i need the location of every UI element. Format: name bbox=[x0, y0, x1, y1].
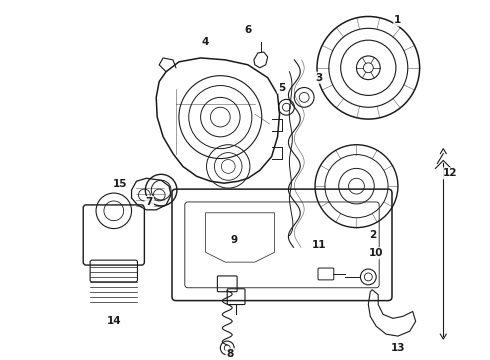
Text: 3: 3 bbox=[316, 73, 322, 83]
Text: 15: 15 bbox=[113, 179, 127, 189]
Text: 8: 8 bbox=[226, 349, 234, 359]
Text: 4: 4 bbox=[202, 37, 209, 47]
Text: 7: 7 bbox=[146, 197, 153, 207]
Text: 6: 6 bbox=[245, 25, 251, 35]
Text: 12: 12 bbox=[443, 168, 458, 178]
Text: 13: 13 bbox=[391, 343, 405, 353]
Text: 10: 10 bbox=[369, 248, 384, 258]
Text: 1: 1 bbox=[394, 15, 401, 26]
Text: 9: 9 bbox=[231, 235, 238, 246]
Text: 5: 5 bbox=[278, 82, 285, 93]
Text: 14: 14 bbox=[106, 316, 121, 326]
Text: 11: 11 bbox=[312, 240, 326, 250]
Text: 2: 2 bbox=[369, 230, 377, 239]
